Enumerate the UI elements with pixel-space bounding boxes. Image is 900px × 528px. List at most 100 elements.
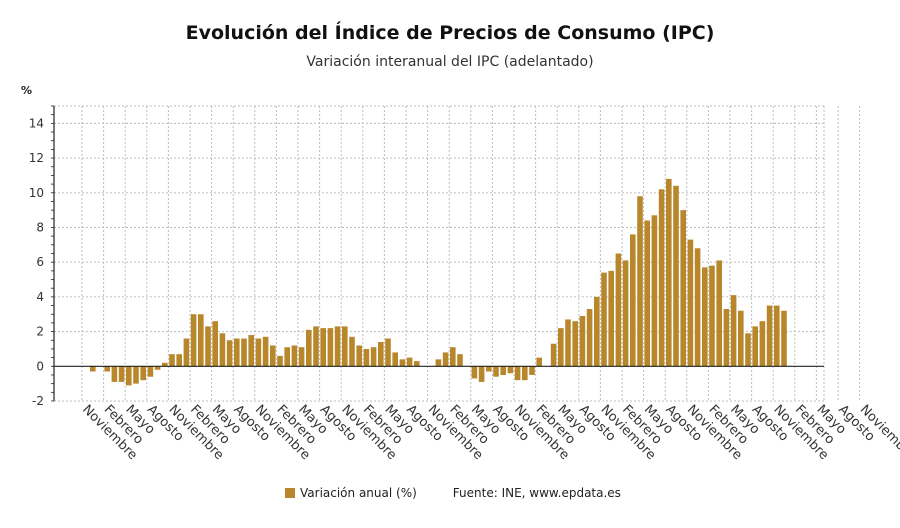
bar	[637, 196, 643, 367]
bar	[586, 309, 593, 367]
bar	[183, 338, 190, 367]
chart-title: Evolución del Índice de Precios de Consu…	[185, 22, 715, 44]
bar	[320, 328, 326, 367]
bar	[781, 310, 787, 367]
bar	[594, 296, 600, 367]
bar	[745, 333, 751, 367]
grid-layer	[54, 105, 861, 402]
bar	[298, 347, 305, 367]
bar	[406, 357, 413, 367]
bar	[579, 315, 586, 367]
bar	[140, 366, 146, 381]
bar	[514, 366, 521, 381]
bar	[493, 366, 499, 377]
bar	[176, 354, 182, 367]
bar	[457, 354, 463, 367]
bar	[241, 338, 247, 367]
bar	[709, 265, 715, 367]
bar	[111, 366, 118, 382]
bar	[529, 366, 535, 375]
bar	[399, 359, 406, 367]
bar	[234, 338, 240, 367]
bar	[644, 220, 650, 367]
bar	[522, 366, 528, 381]
legend-series-label: Variación anual (%)	[300, 486, 417, 500]
bar	[442, 352, 449, 367]
bar	[435, 359, 442, 367]
y-tick-label: 14	[29, 116, 44, 130]
bar	[356, 345, 362, 367]
bar-chart: -202468101214NoviembreFebreroMayoAgostoN…	[29, 105, 900, 463]
bar	[550, 343, 557, 367]
bar	[478, 366, 485, 382]
bar	[205, 326, 211, 367]
axis-layer: -202468101214NoviembreFebreroMayoAgostoN…	[29, 105, 900, 463]
bar	[687, 239, 694, 367]
bar	[284, 347, 290, 367]
bar	[673, 185, 679, 367]
source-note: Fuente: INE, www.epdata.es	[452, 486, 621, 500]
y-tick-label: -2	[32, 394, 44, 408]
bar	[572, 321, 578, 367]
bar	[313, 326, 319, 367]
y-tick-label: 8	[36, 220, 44, 234]
bar	[651, 215, 658, 367]
bar	[126, 366, 132, 386]
bar-layer	[90, 178, 787, 386]
bar	[450, 347, 456, 367]
bar	[738, 310, 744, 367]
bar	[162, 362, 168, 367]
bar	[262, 336, 269, 367]
bar	[680, 210, 686, 367]
bar	[378, 342, 384, 367]
bar	[716, 260, 722, 367]
legend-swatch	[285, 488, 295, 498]
bar	[327, 328, 334, 367]
chart-subtitle: Variación interanual del IPC (adelantado…	[306, 54, 594, 70]
bar	[198, 314, 204, 367]
bar	[370, 347, 377, 367]
bar	[702, 267, 708, 367]
bar	[565, 319, 571, 367]
bar	[500, 366, 506, 375]
bar	[723, 309, 730, 367]
bar	[608, 270, 614, 367]
bar	[486, 366, 492, 372]
bar	[392, 352, 398, 367]
bar	[277, 355, 283, 367]
bar	[219, 333, 226, 367]
bar	[666, 178, 672, 367]
bar	[291, 345, 298, 367]
bar	[630, 234, 636, 367]
bar	[255, 338, 262, 367]
y-tick-label: 12	[29, 151, 44, 165]
bar	[471, 366, 478, 379]
bar	[658, 189, 665, 367]
y-tick-label: 6	[36, 255, 44, 269]
bar	[270, 345, 276, 367]
bar	[536, 357, 542, 367]
bar	[363, 348, 370, 367]
bar	[104, 366, 110, 372]
bar	[752, 326, 758, 367]
bar	[226, 340, 233, 367]
bar	[169, 354, 175, 367]
bar	[118, 366, 125, 382]
bar	[558, 328, 564, 367]
bar	[759, 321, 766, 367]
bar	[334, 326, 341, 367]
bar	[342, 326, 348, 367]
y-tick-label: 0	[36, 359, 44, 373]
bar	[615, 253, 622, 367]
bar	[766, 305, 773, 367]
bar	[694, 248, 701, 367]
y-tick-label: 2	[36, 325, 44, 339]
bar	[190, 314, 197, 367]
bar	[90, 366, 96, 372]
bar	[349, 336, 355, 367]
bar	[248, 335, 254, 367]
bar	[306, 329, 312, 367]
bar	[147, 366, 154, 377]
y-tick-label: 10	[29, 186, 44, 200]
bar	[154, 366, 161, 370]
